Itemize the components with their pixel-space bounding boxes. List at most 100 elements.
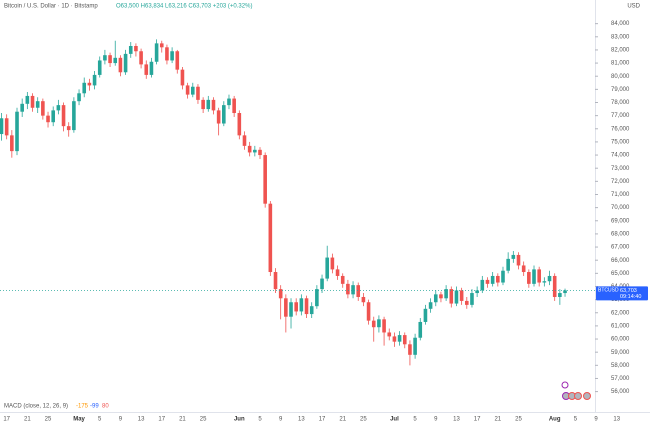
candle-body (511, 254, 516, 259)
x-tick-label: 9 (594, 417, 598, 423)
y-tick-label: 80,000 (611, 74, 630, 80)
x-tick-label: 17 (474, 417, 481, 423)
x-tick-label: 17 (319, 417, 326, 423)
candle-body (433, 294, 438, 303)
x-tick-label: Jul (390, 417, 399, 423)
y-tick-label: 65,000 (611, 271, 630, 277)
candle-body (547, 275, 552, 282)
candle-body (351, 285, 355, 295)
candle-body (465, 300, 469, 305)
y-tick-label: 83,000 (611, 34, 630, 40)
candles (0, 39, 567, 366)
y-tick-label: 74,000 (611, 153, 630, 159)
candle-body (558, 293, 562, 297)
x-tick-label: 13 (613, 417, 620, 423)
candle-body (273, 272, 278, 290)
candle-body (284, 298, 288, 317)
candle-body (268, 203, 273, 273)
candle-body (542, 281, 547, 283)
candle-body (77, 93, 81, 102)
candle-body (15, 111, 19, 152)
candle-body (516, 254, 521, 266)
candle-body (87, 82, 92, 86)
y-tick-label: 70,000 (611, 205, 630, 211)
candle-body (123, 53, 128, 73)
x-tick-label: 9 (434, 417, 438, 423)
candle-body (532, 269, 536, 284)
x-tick-label: 21 (24, 417, 31, 423)
candle-body (377, 319, 381, 328)
candle-body (211, 99, 216, 111)
candle-body (66, 126, 71, 131)
candle-body (475, 290, 479, 294)
event-icons[interactable] (561, 381, 591, 400)
x-tick-label: 13 (138, 417, 145, 423)
candle-body (309, 306, 314, 315)
y-tick-label: 78,000 (611, 100, 630, 106)
candle-body (56, 105, 61, 111)
y-tick-label: 68,000 (611, 231, 630, 237)
y-tick-label: 58,000 (611, 363, 630, 369)
candle-body (0, 118, 4, 135)
candle-body (196, 86, 200, 100)
x-tick-label: 5 (574, 417, 578, 423)
candle-body (108, 55, 112, 64)
candle-body (490, 275, 495, 284)
candle-body (537, 269, 541, 283)
candle-body (330, 257, 335, 270)
y-tick-label: 61,000 (611, 323, 630, 329)
candle-body (227, 98, 231, 106)
candle-body (428, 302, 433, 309)
candle-body (92, 74, 97, 86)
candle-body (165, 47, 169, 61)
candle-body (253, 149, 257, 153)
y-tick-label: 60,000 (611, 337, 630, 343)
x-tick-label: 9 (119, 417, 123, 423)
candle-body (340, 275, 345, 284)
y-tick-label: 82,000 (611, 48, 630, 54)
y-tick-label: 56,000 (611, 389, 630, 395)
event-icon[interactable] (561, 381, 569, 389)
last-price-label: 63,703 (620, 288, 637, 294)
candle-body (485, 279, 490, 284)
x-tick-label: 9 (279, 417, 283, 423)
candle-body (139, 51, 143, 65)
candle-body (315, 289, 319, 307)
y-tick-label: 59,000 (611, 350, 630, 356)
event-icon[interactable] (574, 392, 582, 400)
candle-body (144, 64, 149, 75)
candle-body (501, 270, 505, 283)
x-tick-label: 21 (494, 417, 501, 423)
candle-body (242, 135, 247, 146)
candle-body (278, 289, 283, 299)
y-tick-label: 66,000 (611, 258, 630, 264)
candle-body (371, 320, 376, 328)
candle-body (454, 290, 459, 304)
candle-body (325, 257, 330, 279)
x-tick-label: May (73, 417, 85, 423)
candle-body (190, 86, 195, 95)
candle-body (418, 321, 423, 338)
candle-body (4, 118, 9, 136)
chart-title: Bitcoin / U.S. Dollar · 1D · Bitstamp (4, 4, 98, 10)
indicator-value: 80 (102, 404, 109, 410)
candle-body (387, 332, 392, 337)
candle-body (521, 265, 526, 273)
candle-body (30, 95, 35, 108)
candle-body (170, 51, 174, 61)
candle-body (82, 82, 87, 94)
candle-body (20, 103, 24, 112)
symbol-label: BTCUSD (598, 288, 619, 294)
candle-body (46, 115, 50, 123)
candle-body (335, 269, 340, 276)
candle-body (10, 135, 14, 152)
candle-body (128, 45, 133, 54)
candle-body (258, 149, 262, 156)
candle-body (506, 258, 510, 271)
event-icon[interactable] (583, 392, 591, 400)
candle-body (397, 335, 402, 342)
candle-body (237, 113, 242, 136)
candle-body (361, 296, 366, 303)
last-price-badge (596, 286, 648, 301)
candle-body (527, 272, 531, 284)
